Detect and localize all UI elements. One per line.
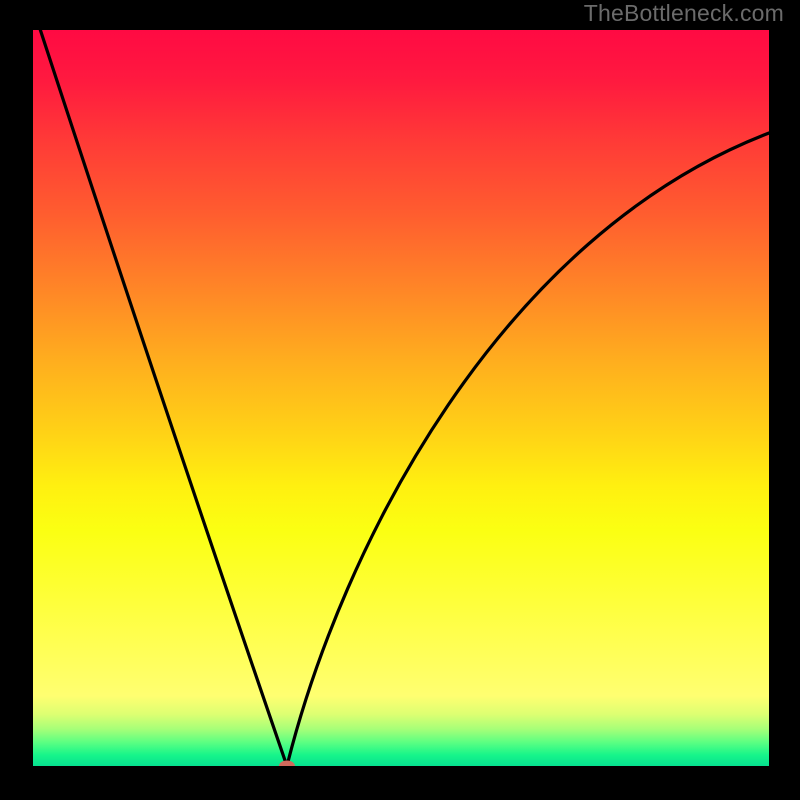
chart-svg xyxy=(33,30,769,766)
gradient-background xyxy=(33,30,769,766)
watermark-text: TheBottleneck.com xyxy=(584,0,784,27)
chart-frame: { "watermark": { "text": "TheBottleneck.… xyxy=(0,0,800,800)
plot-area xyxy=(33,30,769,766)
